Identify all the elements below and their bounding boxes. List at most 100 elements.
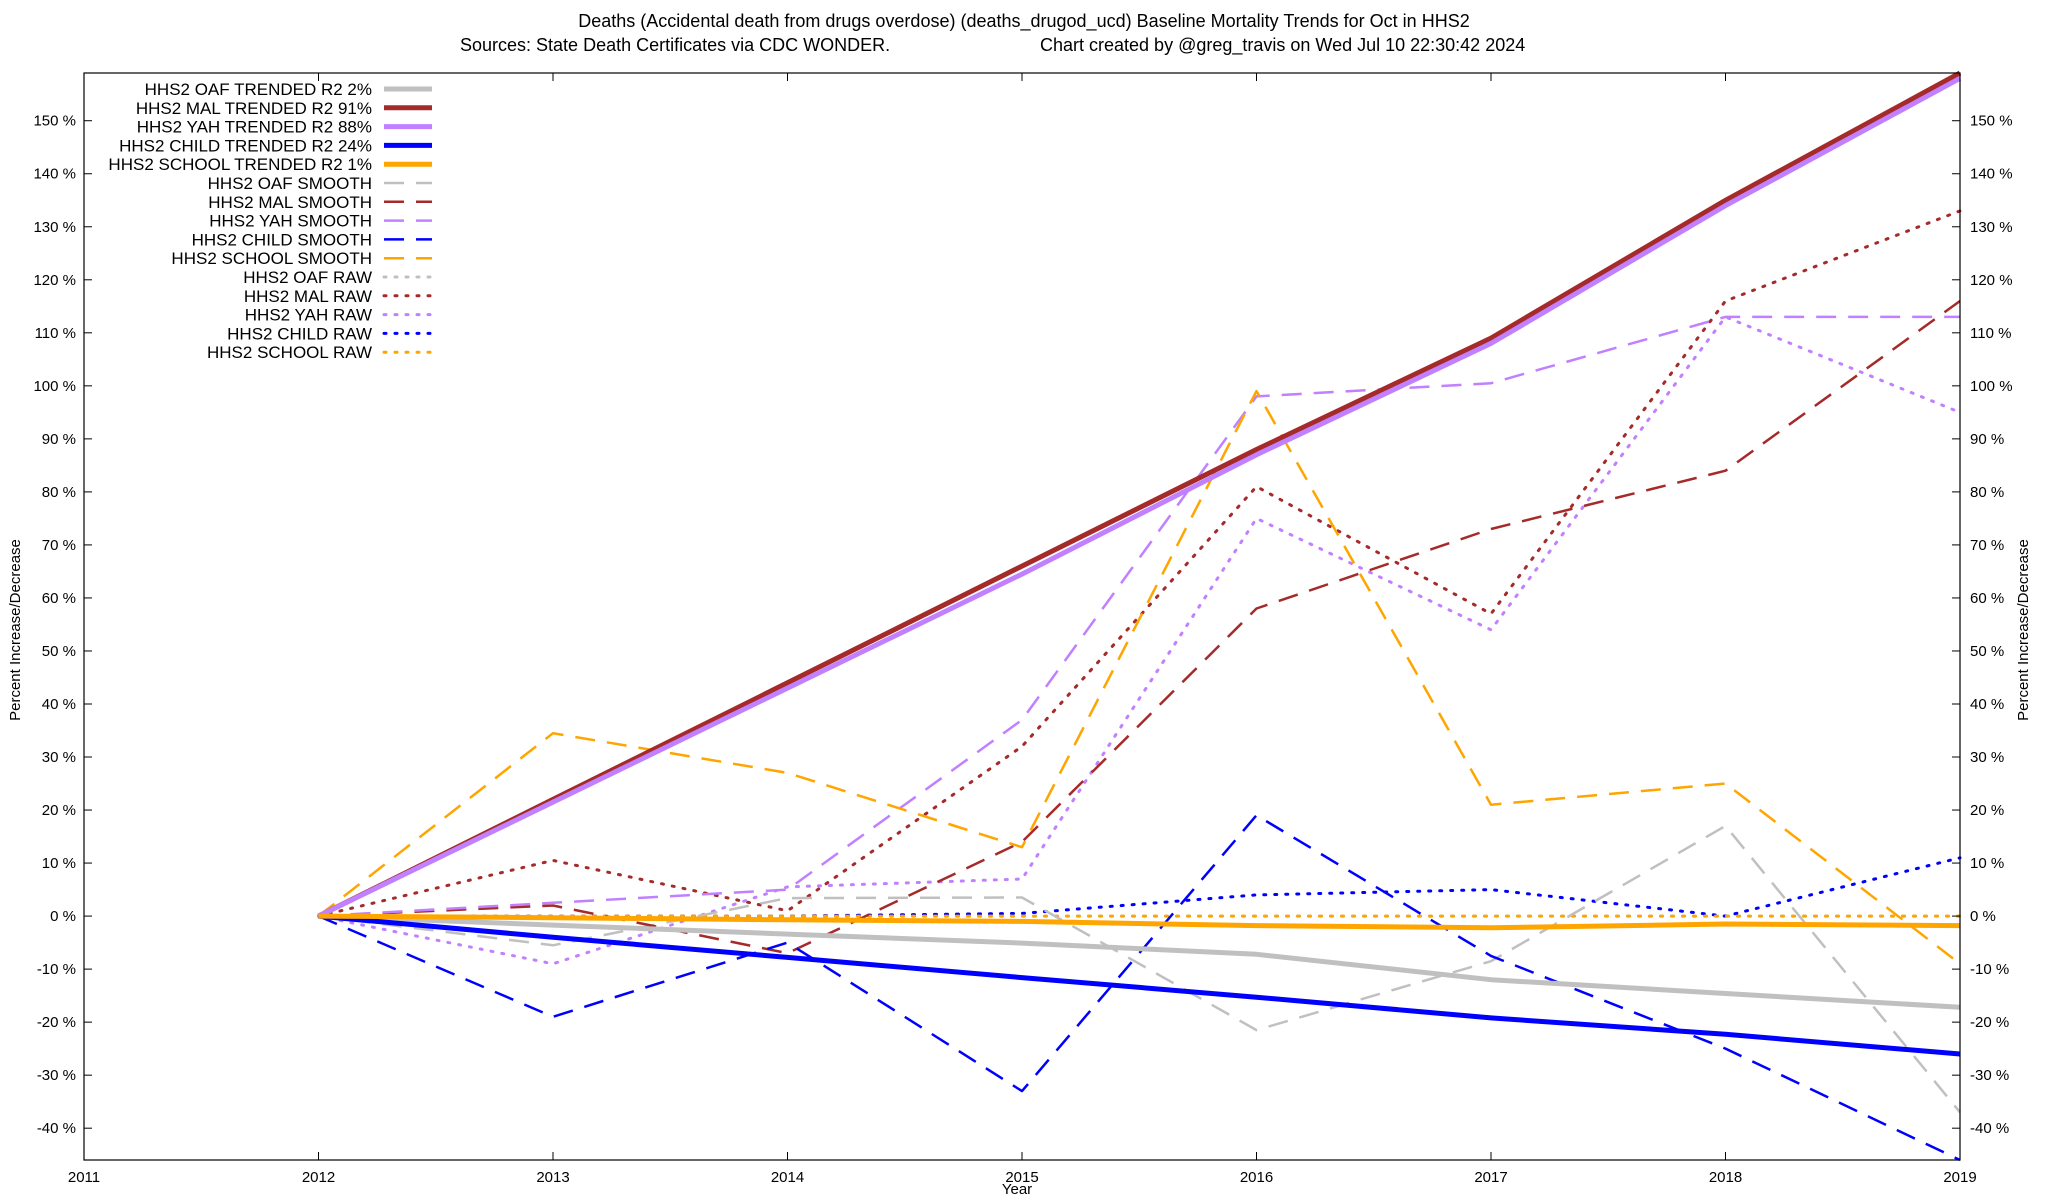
y-tick-label-left: 40 % xyxy=(42,696,76,713)
legend-entry: HHS2 MAL SMOOTH xyxy=(208,193,432,212)
legend-entry: HHS2 SCHOOL SMOOTH xyxy=(171,249,432,268)
legend-entry: HHS2 OAF RAW xyxy=(243,268,434,287)
y-tick-label-left: 20 % xyxy=(42,802,76,819)
legend-label: HHS2 MAL TRENDED R2 91% xyxy=(136,99,372,118)
y-tick-label-left: 130 % xyxy=(33,219,76,236)
legend-label: HHS2 YAH RAW xyxy=(245,306,372,325)
y-tick-label-left: 10 % xyxy=(42,855,76,872)
y-tick-label-right: 10 % xyxy=(1970,855,2004,872)
y-tick-label-right: -20 % xyxy=(1970,1014,2009,1031)
legend-entry: HHS2 CHILD TRENDED R2 24% xyxy=(119,136,432,155)
y-tick-label-left: 90 % xyxy=(42,431,76,448)
legend-label: HHS2 OAF SMOOTH xyxy=(208,174,372,193)
series-line-hhs2-yah-raw xyxy=(317,315,1962,966)
x-tick-label: 2012 xyxy=(302,1169,335,1186)
chart-source: Sources: State Death Certificates via CD… xyxy=(460,35,890,55)
legend-label: HHS2 CHILD RAW xyxy=(227,324,372,343)
x-tick-label: 2016 xyxy=(1240,1169,1273,1186)
legend-entry: HHS2 OAF SMOOTH xyxy=(208,174,432,193)
chart-credit: Chart created by @greg_travis on Wed Jul… xyxy=(1040,35,1525,56)
y-tick-label-left: -30 % xyxy=(37,1067,76,1084)
series-line-hhs2-child-raw xyxy=(317,856,1962,918)
legend-entry: HHS2 OAF TRENDED R2 2% xyxy=(145,80,432,99)
series-line-hhs2-mal-smooth xyxy=(318,299,1961,955)
y-tick-label-left: 110 % xyxy=(35,325,76,342)
legend-entry: HHS2 MAL RAW xyxy=(244,287,434,306)
y-axis-label-left: Percent Increase/Decrease xyxy=(7,539,24,721)
legend-entry: HHS2 MAL TRENDED R2 91% xyxy=(136,99,432,118)
y-tick-label-right: 110 % xyxy=(1970,325,2011,342)
series-line-hhs2-school-trended-r2-1 xyxy=(318,913,1961,931)
y-tick-label-right: 50 % xyxy=(1970,643,2004,660)
y-axis-label-right: Percent Increase/Decrease xyxy=(2015,539,2032,721)
legend-label: HHS2 SCHOOL SMOOTH xyxy=(171,249,372,268)
y-tick-label-right: 150 % xyxy=(1970,113,2013,130)
y-tick-label-right: 20 % xyxy=(1970,802,2004,819)
x-tick-label: 2019 xyxy=(1943,1169,1976,1186)
legend-label: HHS2 YAH SMOOTH xyxy=(209,212,372,231)
series-line-hhs2-oaf-smooth xyxy=(318,824,1961,1114)
y-tick-label-right: 30 % xyxy=(1970,749,2004,766)
series-line-hhs2-child-trended-r2-24 xyxy=(318,913,1961,1057)
chart-series-group xyxy=(317,70,1962,1162)
y-tick-label-left: -10 % xyxy=(37,961,76,978)
y-tick-label-right: -30 % xyxy=(1970,1067,2009,1084)
series-line-hhs2-child-smooth xyxy=(318,814,1961,1162)
y-tick-label-left: 50 % xyxy=(42,643,76,660)
x-tick-label: 2014 xyxy=(771,1169,804,1186)
legend-label: HHS2 OAF RAW xyxy=(243,268,372,287)
legend-entry: HHS2 YAH SMOOTH xyxy=(209,212,432,231)
y-tick-label-left: 100 % xyxy=(33,378,76,395)
y-tick-label-right: 120 % xyxy=(1970,272,2013,289)
chart-legend: HHS2 OAF TRENDED R2 2%HHS2 MAL TRENDED R… xyxy=(108,80,434,362)
legend-label: HHS2 SCHOOL RAW xyxy=(207,343,372,362)
legend-label: HHS2 MAL SMOOTH xyxy=(208,193,372,212)
series-line-hhs2-mal-trended-r2-91 xyxy=(317,70,1962,919)
legend-entry: HHS2 SCHOOL TRENDED R2 1% xyxy=(108,155,432,174)
series-line-hhs2-mal-raw xyxy=(317,209,1962,918)
series-line-hhs2-oaf-trended-r2-2 xyxy=(318,913,1961,1010)
y-tick-label-left: 140 % xyxy=(33,166,76,183)
series-line-hhs2-school-smooth xyxy=(317,389,1961,965)
legend-entry: HHS2 CHILD SMOOTH xyxy=(192,230,432,249)
legend-label: HHS2 CHILD SMOOTH xyxy=(192,230,372,249)
y-tick-label-right: 80 % xyxy=(1970,484,2004,501)
y-tick-label-left: 60 % xyxy=(42,590,76,607)
series-line-hhs2-yah-trended-r2-88 xyxy=(317,76,1962,919)
x-tick-label: 2011 xyxy=(68,1169,100,1186)
chart-title: Deaths (Accidental death from drugs over… xyxy=(578,11,1469,32)
legend-label: HHS2 YAH TRENDED R2 88% xyxy=(137,118,372,137)
legend-label: HHS2 OAF TRENDED R2 2% xyxy=(145,80,372,99)
y-tick-label-right: 140 % xyxy=(1970,166,2013,183)
x-tick-label: 2013 xyxy=(536,1169,569,1186)
x-axis-label: Year xyxy=(1002,1181,1032,1198)
y-tick-label-right: 60 % xyxy=(1970,590,2004,607)
y-tick-label-right: 40 % xyxy=(1970,696,2004,713)
x-tick-label: 2017 xyxy=(1474,1169,1507,1186)
legend-label: HHS2 CHILD TRENDED R2 24% xyxy=(119,136,372,155)
y-tick-label-left: 30 % xyxy=(42,749,76,766)
y-tick-label-right: 0 % xyxy=(1970,908,1996,925)
y-tick-label-left: 120 % xyxy=(33,272,76,289)
legend-entry: HHS2 SCHOOL RAW xyxy=(207,343,434,362)
y-tick-label-right: -10 % xyxy=(1970,961,2009,978)
y-tick-label-right: 70 % xyxy=(1970,537,2004,554)
series-line-hhs2-yah-smooth xyxy=(318,315,1960,918)
legend-entry: HHS2 YAH TRENDED R2 88% xyxy=(137,118,432,137)
y-tick-label-right: 100 % xyxy=(1970,378,2013,395)
legend-entry: HHS2 CHILD RAW xyxy=(227,324,434,343)
y-tick-label-left: 0 % xyxy=(50,908,76,925)
y-tick-label-right: 130 % xyxy=(1970,219,2013,236)
y-tick-label-left: 80 % xyxy=(42,484,76,501)
legend-entry: HHS2 YAH RAW xyxy=(245,306,434,325)
y-tick-label-left: 70 % xyxy=(42,537,76,554)
x-tick-label: 2015 xyxy=(1005,1169,1038,1186)
y-tick-label-left: -40 % xyxy=(37,1120,76,1137)
y-tick-label-left: 150 % xyxy=(33,113,76,130)
x-tick-label: 2018 xyxy=(1709,1169,1742,1186)
chart-axes: -40 % -40 % -30 % -30 % -20 % -20 % -10 % -10 %… xyxy=(33,72,2013,1186)
legend-label: HHS2 MAL RAW xyxy=(244,287,372,306)
y-tick-label-left: -20 % xyxy=(37,1014,76,1031)
y-tick-label-right: 90 % xyxy=(1970,431,2004,448)
